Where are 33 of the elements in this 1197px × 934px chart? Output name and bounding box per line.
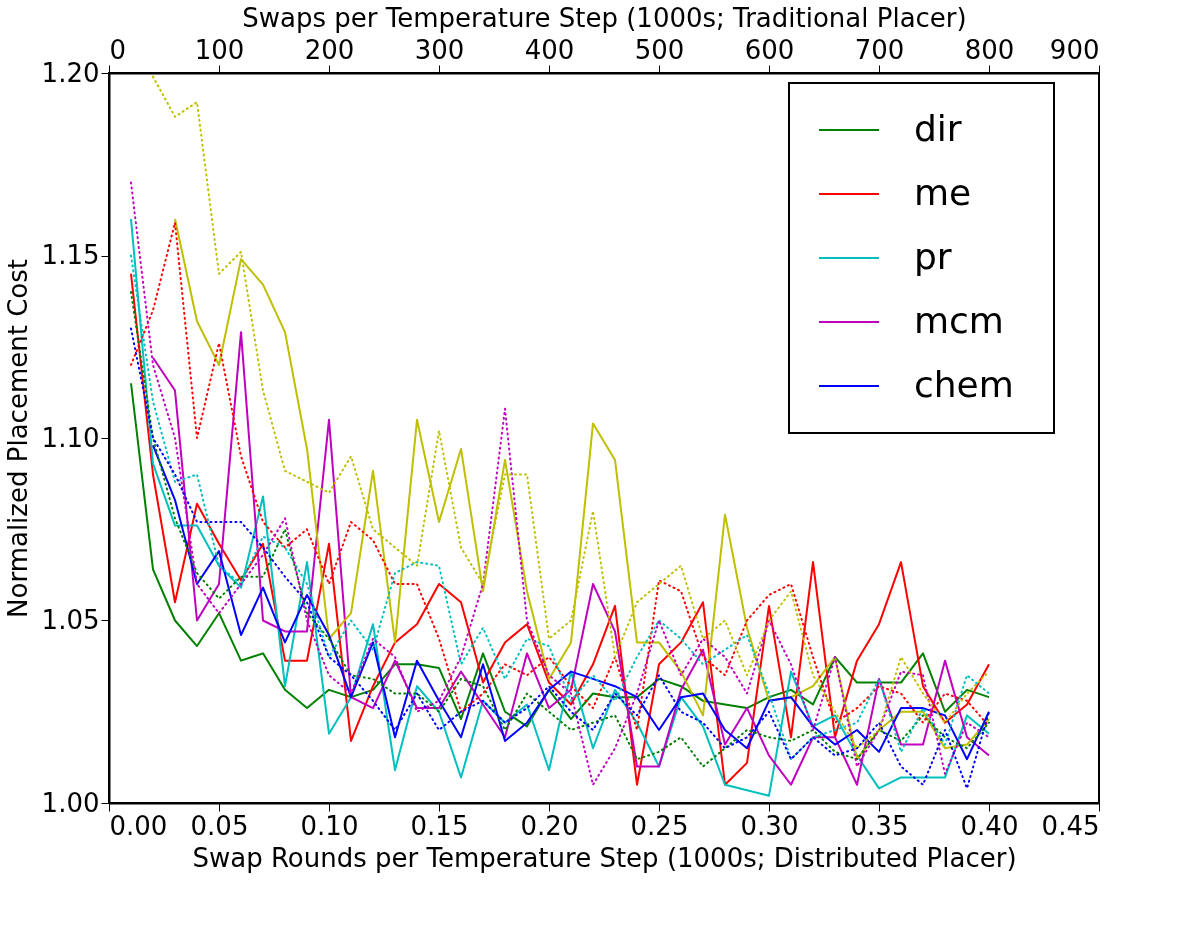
x-tick-label: 0.35 bbox=[850, 810, 909, 841]
x2-tick-label: 200 bbox=[304, 34, 355, 65]
x-tick-label: 0.20 bbox=[520, 810, 579, 841]
legend-label: me bbox=[914, 172, 972, 213]
x2-tick-label: 800 bbox=[964, 34, 1015, 65]
y-tick-label: 1.05 bbox=[41, 605, 100, 635]
x-tick-label: 0.25 bbox=[630, 810, 689, 841]
legend-label: chem bbox=[914, 364, 1014, 405]
y-axis-title: Normalized Placement Cost bbox=[2, 259, 33, 618]
x-tick-label: 0.10 bbox=[300, 810, 359, 841]
x2-tick-label: 300 bbox=[414, 34, 465, 65]
y-tick-label: 1.15 bbox=[41, 240, 100, 270]
x-tick-label: 0.00 bbox=[109, 810, 168, 841]
x2-axis-title: Swaps per Temperature Step (1000s; Traditional Placer) bbox=[242, 2, 967, 33]
y-tick-label: 1.00 bbox=[41, 787, 100, 818]
x-tick-label: 0.15 bbox=[410, 810, 469, 841]
x2-tick-label: 0 bbox=[109, 34, 127, 65]
x-tick-label: 0.05 bbox=[190, 810, 249, 841]
x-tick-label: 0.40 bbox=[960, 810, 1019, 841]
x2-tick-label: 400 bbox=[524, 34, 575, 65]
x-tick-label: 0.30 bbox=[740, 810, 799, 841]
legend-label: mcm bbox=[914, 300, 1004, 341]
x2-tick-label: 600 bbox=[744, 34, 795, 65]
x2-tick-label: 700 bbox=[854, 34, 905, 65]
legend-label: dir bbox=[914, 108, 962, 149]
y-tick-label: 1.20 bbox=[41, 57, 100, 88]
legend-label: pr bbox=[914, 236, 952, 277]
x-axis-title: Swap Rounds per Temperature Step (1000s; Distributed Placer) bbox=[192, 842, 1017, 873]
x-tick-label: 0.45 bbox=[1041, 810, 1100, 841]
x2-tick-label: 500 bbox=[634, 34, 685, 65]
x2-tick-label: 100 bbox=[194, 34, 245, 65]
x2-tick-label: 900 bbox=[1049, 34, 1100, 65]
y-tick-label: 1.10 bbox=[41, 422, 100, 453]
